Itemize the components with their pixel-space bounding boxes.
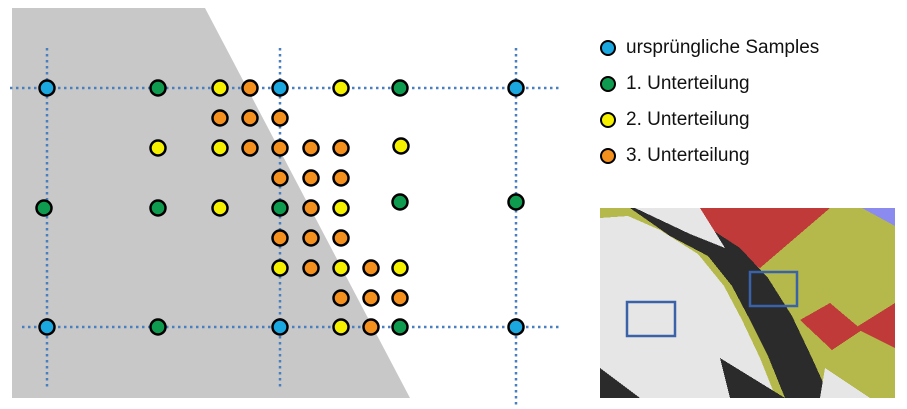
inset-white-patch-top (635, 208, 725, 248)
inset-dark-band (600, 208, 830, 398)
legend-label: 2. Unterteilung (626, 109, 750, 130)
legend-dot-yellow (600, 112, 616, 128)
legend-dot-blue (600, 40, 616, 56)
sample-dot-green (391, 318, 409, 336)
legend-item-original: ursprüngliche Samples (600, 30, 819, 66)
sample-dot-green (391, 193, 409, 211)
sample-dot-orange (241, 139, 259, 157)
sample-dot-orange (241, 109, 259, 127)
inset-white-bottom-right (820, 368, 870, 398)
sample-dot-yellow (392, 137, 410, 155)
sampling-diagram (10, 8, 560, 405)
sample-dot-green (149, 318, 167, 336)
sample-dot-yellow (211, 199, 229, 217)
sample-dot-yellow (149, 139, 167, 157)
sample-dot-orange (332, 169, 350, 187)
sample-dot-orange (271, 109, 289, 127)
sample-dot-yellow (211, 79, 229, 97)
sample-dot-green (149, 79, 167, 97)
sample-dot-green (149, 199, 167, 217)
sample-dot-orange (211, 109, 229, 127)
legend: ursprüngliche Samples 1. Unterteilung 2.… (600, 30, 819, 174)
sample-dot-green (391, 79, 409, 97)
pixel-grid-lines (10, 48, 560, 405)
sample-dot-orange (271, 229, 289, 247)
legend-dot-green (600, 76, 616, 92)
inset-white-region-left (600, 216, 776, 398)
sample-dot-blue (38, 79, 56, 97)
sample-dot-green (35, 199, 53, 217)
sample-dot-orange (362, 289, 380, 307)
inset-red-patch-right (855, 303, 895, 348)
inset-red-patch-top (700, 208, 830, 268)
sample-dot-yellow (271, 259, 289, 277)
sample-dot-orange (302, 199, 320, 217)
sample-dot-orange (362, 259, 380, 277)
sample-dot-orange (302, 229, 320, 247)
inset-blue-corner (862, 208, 895, 226)
sample-dot-blue (38, 318, 56, 336)
inset-box-flat (625, 300, 677, 338)
sample-dot-orange (332, 229, 350, 247)
sample-dot-yellow (332, 79, 350, 97)
sample-dot-yellow (391, 259, 409, 277)
sample-dot-yellow (332, 259, 350, 277)
sample-dot-yellow (332, 199, 350, 217)
sample-dot-orange (391, 289, 409, 307)
sample-dot-orange (302, 259, 320, 277)
sample-dot-green (507, 193, 525, 211)
rendered-example-inset (600, 208, 895, 398)
legend-label: ursprüngliche Samples (626, 37, 820, 58)
sample-dot-yellow (211, 139, 229, 157)
sample-dot-orange (362, 318, 380, 336)
inset-dark-bottom-center (720, 358, 785, 398)
triangle-edge-region (12, 8, 410, 398)
legend-item-subdivision-2: 2. Unterteilung (600, 102, 819, 138)
sample-dot-orange (241, 79, 259, 97)
legend-label: 1. Unterteilung (626, 73, 750, 94)
inset-dark-bottom-left (600, 368, 640, 398)
sample-dots (35, 79, 525, 336)
legend-dot-orange (600, 148, 616, 164)
sample-dot-blue (271, 318, 289, 336)
sample-dot-orange (302, 169, 320, 187)
legend-item-subdivision-3: 3. Unterteilung (600, 138, 819, 174)
sample-dot-blue (271, 79, 289, 97)
sample-dot-orange (271, 139, 289, 157)
sample-dot-orange (271, 169, 289, 187)
sample-dot-orange (302, 139, 320, 157)
sample-dot-blue (507, 79, 525, 97)
sample-dot-orange (332, 289, 350, 307)
inset-red-patch-center (800, 303, 862, 350)
legend-item-subdivision-1: 1. Unterteilung (600, 66, 819, 102)
inset-box-edge (748, 270, 799, 308)
sample-dot-orange (332, 139, 350, 157)
legend-label: 3. Unterteilung (626, 145, 750, 166)
sample-dot-yellow (332, 318, 350, 336)
sample-dot-blue (507, 318, 525, 336)
sample-dot-green (271, 199, 289, 217)
